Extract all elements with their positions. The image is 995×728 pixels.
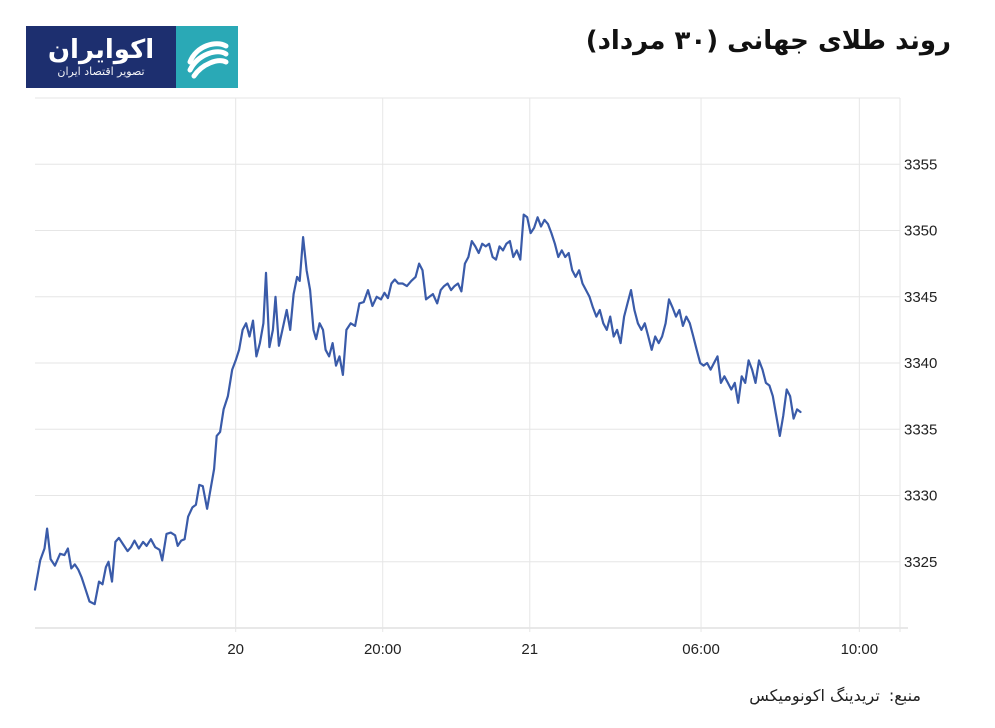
y-tick-label: 3335 (904, 421, 937, 438)
chart-series (33, 213, 802, 606)
source-label: منبع: (888, 686, 921, 705)
x-tick-label: 06:00 (682, 641, 720, 658)
x-axis-ticks: 20 20:00 21 06:00 10:00 (227, 641, 878, 658)
x-tick-label: 21 (521, 641, 538, 658)
y-axis-ticks: 3325 3330 3335 3340 3345 3350 3355 (904, 156, 937, 571)
source-credit: منبع: تریدینگ اکونومیکس (747, 686, 923, 705)
logo-mark-icon (176, 26, 238, 88)
x-tick-label: 20:00 (364, 641, 402, 658)
brand-logo: اکوایران تصویر اقتصاد ایران (26, 26, 238, 88)
y-tick-label: 3340 (904, 355, 937, 372)
x-tick-label: 10:00 (841, 641, 879, 658)
logo-tagline: تصویر اقتصاد ایران (57, 65, 145, 78)
price-series-line (33, 213, 802, 606)
source-name: تریدینگ اکونومیکس (749, 686, 880, 705)
y-tick-label: 3330 (904, 488, 937, 505)
logo-name: اکوایران (47, 35, 155, 65)
x-tick-label: 20 (227, 641, 244, 658)
y-tick-label: 3325 (904, 554, 937, 571)
chart-grid (35, 97, 908, 632)
y-tick-label: 3345 (904, 289, 937, 306)
y-tick-label: 3355 (904, 156, 937, 173)
logo-wordmark: اکوایران تصویر اقتصاد ایران (26, 26, 176, 88)
chart-title: روند طلای جهانی (۳۰ مرداد) (585, 26, 951, 56)
y-tick-label: 3350 (904, 223, 937, 240)
